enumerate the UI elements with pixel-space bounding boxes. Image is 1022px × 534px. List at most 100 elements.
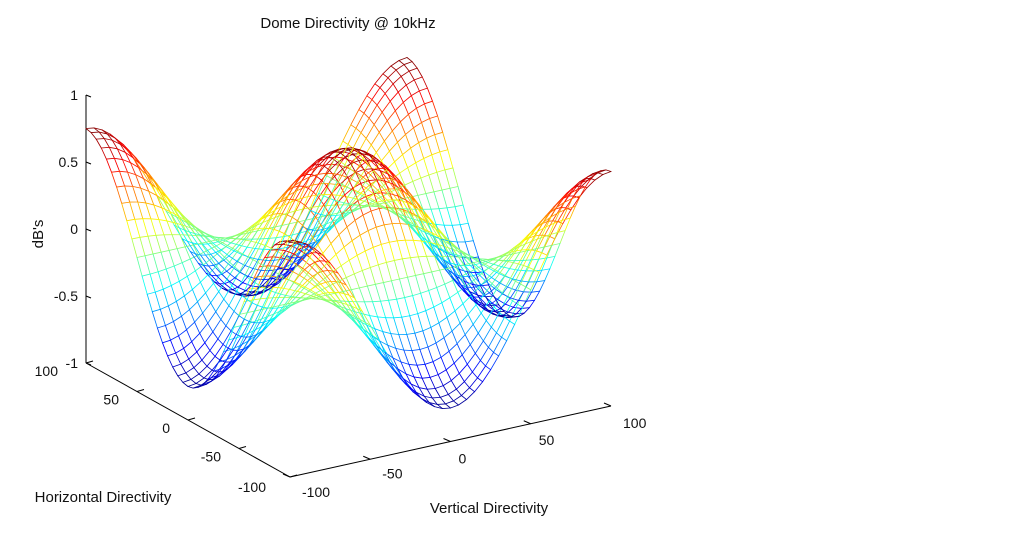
surface-mesh-segment [348,294,358,310]
surface-mesh-segment [368,180,375,195]
surface-mesh-segment [525,235,535,251]
surface-mesh-segment [421,377,428,390]
surface-mesh-segment [418,226,427,241]
surface-mesh-segment [321,179,328,187]
surface-mesh-segment [259,307,268,324]
surface-mesh-segment [512,283,521,302]
surface-mesh-segment [374,282,384,285]
surface-mesh-segment [336,194,346,204]
surface-mesh-segment [334,147,344,152]
surface-mesh-segment [355,127,362,134]
surface-mesh-segment [498,255,505,261]
surface-mesh-segment [365,137,372,146]
surface-mesh-segment [315,212,322,215]
surface-mesh-segment [252,243,262,261]
surface-mesh-segment [351,305,361,320]
surface-mesh-segment [396,240,403,260]
surface-mesh-segment [254,282,261,287]
surface-mesh-segment [354,165,361,173]
surface-mesh-segment [181,262,188,277]
surface-mesh-segment [332,271,339,282]
surface-mesh-segment [347,196,357,200]
surface-mesh-segment [413,79,420,92]
surface-mesh-segment [278,213,287,217]
surface-mesh-segment [90,131,100,134]
surface-mesh-segment [498,296,508,313]
surface-mesh-segment [215,249,222,253]
surface-mesh-segment [181,238,191,252]
surface-mesh-segment [329,212,339,216]
surface-mesh-segment [137,201,144,220]
surface-mesh-segment [428,232,438,248]
surface-mesh-segment [528,270,535,283]
surface-mesh-segment [242,275,249,284]
surface-mesh-segment [501,293,511,299]
surface-mesh-segment [491,302,501,310]
surface-mesh-segment [355,198,365,202]
surface-mesh-segment [245,228,255,241]
surface-mesh-segment [429,242,436,254]
surface-mesh-segment [427,346,434,363]
surface-mesh-segment [85,127,95,129]
surface-mesh-segment [399,223,406,241]
surface-mesh-segment [379,340,386,353]
surface-mesh-segment [296,264,303,271]
surface-mesh-segment [229,250,239,263]
surface-mesh-segment [318,294,327,301]
surface-mesh-segment [455,264,465,267]
surface-mesh-segment [349,206,356,221]
surface-mesh-segment [320,283,330,294]
surface-mesh-segment [264,218,271,230]
surface-mesh-segment [442,380,452,387]
surface-mesh-segment [418,226,425,231]
surface-mesh-segment [431,232,438,245]
surface-mesh-segment [446,251,453,254]
surface-mesh-segment [453,354,463,364]
surface-mesh-segment [496,271,505,277]
surface-mesh-segment [418,387,425,397]
surface-mesh-segment [472,284,479,296]
surface-mesh-segment [390,60,400,67]
surface-mesh-segment [304,264,311,271]
surface-mesh-segment [379,77,389,89]
surface-mesh-segment [525,286,532,291]
surface-mesh-segment [424,232,431,244]
surface-mesh-segment [197,262,207,274]
surface-mesh-segment [403,349,410,365]
surface-mesh-segment [543,244,553,248]
surface-mesh-segment [407,224,414,241]
surface-mesh-segment [340,282,347,286]
surface-mesh-segment [146,173,156,188]
surface-mesh-segment [252,326,262,332]
surface-mesh-segment [302,224,309,232]
surface-mesh-segment [424,363,431,378]
surface-mesh-segment [405,79,415,86]
surface-mesh-segment [267,226,274,239]
surface-mesh-segment [429,115,439,119]
surface-mesh-segment [477,256,484,273]
surface-mesh-segment [490,311,500,328]
surface-mesh-segment [186,270,196,277]
surface-mesh-segment [280,192,287,202]
surface-mesh-segment [280,278,287,289]
surface-mesh-segment [346,172,356,188]
vertical-axis-tick [282,473,291,478]
surface-mesh-segment [261,306,268,309]
surface-mesh-segment [176,246,186,250]
surface-mesh-segment [432,100,439,117]
surface-mesh-segment [280,293,287,296]
surface-mesh-segment [270,247,277,252]
surface-mesh-segment [594,174,604,181]
surface-mesh-segment [227,333,237,349]
surface-mesh-segment [474,257,481,262]
surface-mesh-segment [288,220,298,238]
surface-mesh-segment [366,285,373,303]
surface-mesh-segment [212,242,222,251]
surface-mesh-segment [459,222,469,226]
surface-mesh-segment [238,244,248,248]
surface-mesh-segment [232,357,238,365]
surface-mesh-segment [387,77,394,85]
surface-mesh-segment [302,285,311,291]
surface-mesh-segment [387,344,394,359]
surface-mesh-segment [284,198,291,201]
